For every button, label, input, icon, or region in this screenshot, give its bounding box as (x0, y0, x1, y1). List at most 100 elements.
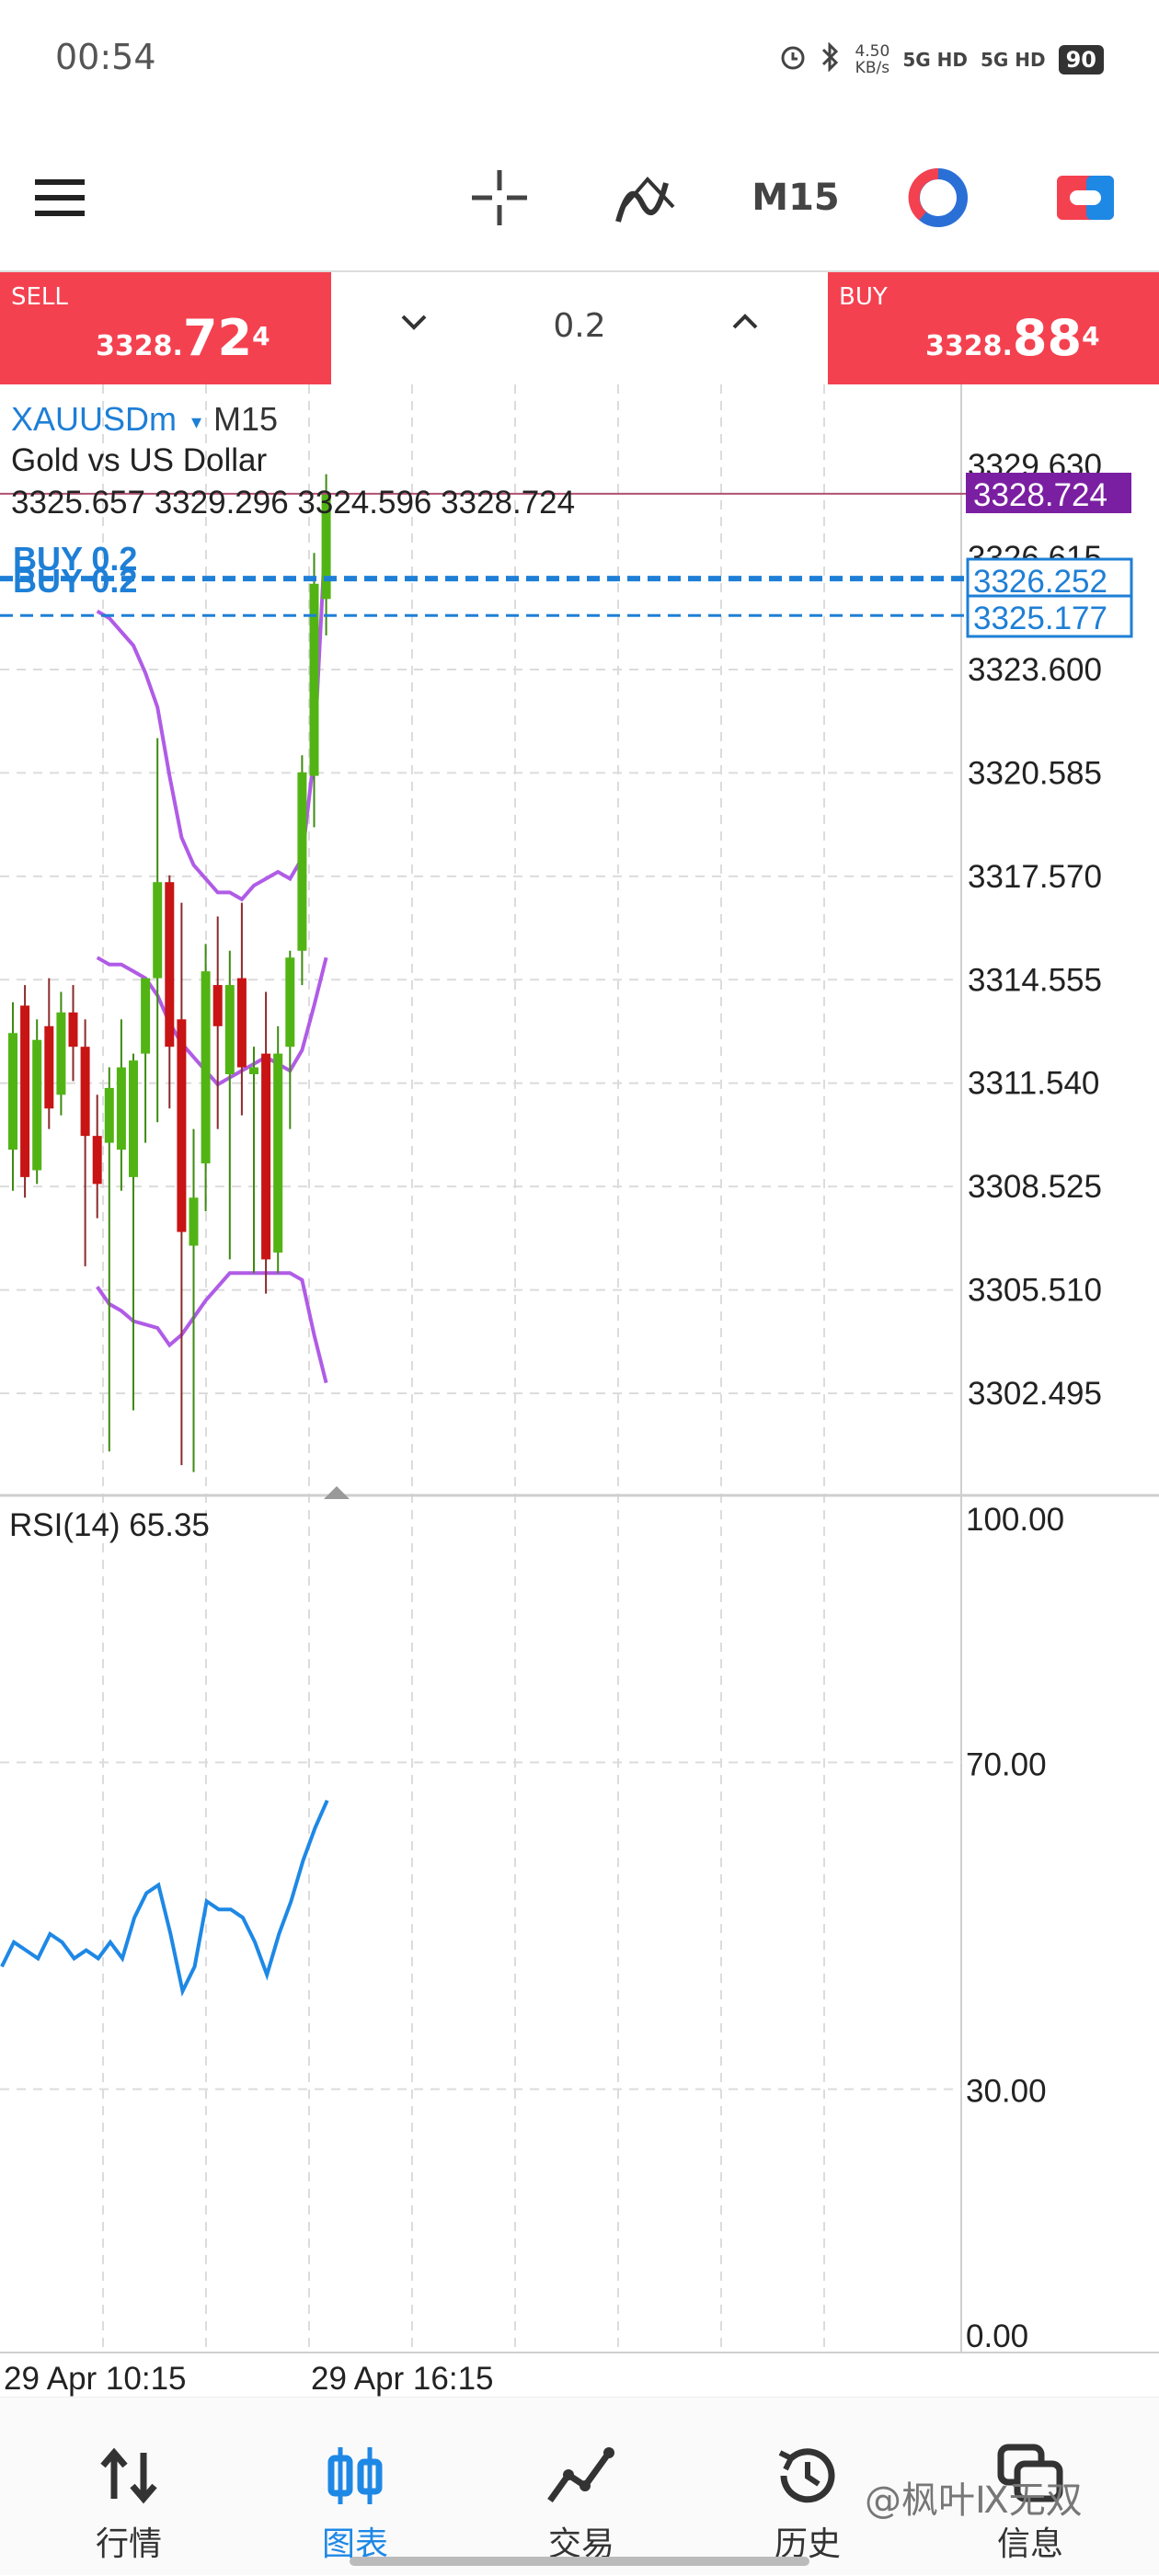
time-label: 29 Apr 16:15 (311, 2361, 494, 2397)
candle-body (285, 957, 295, 1048)
price-tick-label: 3317.570 (968, 859, 1102, 895)
pane-resize-handle[interactable] (324, 1486, 350, 1499)
volume-input[interactable]: 0.2 (553, 307, 606, 345)
chevron-down-icon (401, 315, 427, 330)
status-bar: 00:54 4.50 KB/s 5G HD 5G HD 90 (0, 0, 1159, 120)
candle-body (44, 1025, 54, 1109)
bollinger-middle-line (96, 956, 328, 1087)
rsi-level-label: 30.00 (966, 2074, 1047, 2110)
buy-price: 3328.884 (925, 309, 1100, 367)
rsi-level-label: 100.00 (966, 1502, 1064, 1538)
trade-toggle-icon[interactable] (1049, 166, 1122, 230)
chart-area[interactable]: 3323.600 3320.585 3317.570 3314.555 3311.540… (0, 384, 1159, 2408)
candle-body (273, 1053, 283, 1253)
home-indicator[interactable] (350, 2557, 809, 2566)
battery-indicator: 90 (1058, 45, 1104, 74)
candle-body (141, 978, 151, 1054)
candle-body (165, 882, 175, 1048)
clock: 00:54 (55, 37, 156, 77)
candle-body (297, 772, 307, 951)
candle-body (80, 1047, 90, 1137)
trade-icon (547, 2447, 614, 2503)
symbol-dropdown-icon[interactable]: ▾ (191, 410, 201, 433)
order-price-badge-2 (966, 594, 1133, 638)
candle-body (249, 1067, 258, 1075)
current-price-label: 3328.724 (973, 477, 1107, 513)
nav-chart[interactable]: 图表 (263, 2398, 447, 2576)
bollinger-lower-line (96, 1271, 328, 1384)
price-tick-label: 3323.600 (968, 652, 1102, 688)
nav-quotes[interactable]: 行情 (37, 2398, 221, 2576)
current-price-badge (966, 473, 1131, 513)
indicators-icon[interactable] (611, 166, 684, 230)
chart-toolbar: M15 (0, 138, 1159, 258)
time-label: 29 Apr 10:15 (4, 2361, 187, 2397)
nav-label-messages: 信息 (996, 2525, 1063, 2563)
buy-label: BUY (839, 283, 888, 311)
candle-body (104, 1087, 114, 1143)
candle-body (68, 1012, 78, 1048)
symbol-name[interactable]: XAUUSDm (11, 400, 177, 438)
order-price-label-2: 3325.177 (973, 601, 1107, 636)
candle-body (92, 1136, 102, 1185)
chart-timeframe: M15 (213, 400, 278, 438)
candle-body (56, 1012, 66, 1095)
volume-stepper: 0.2 (331, 272, 828, 384)
candle-body (212, 985, 223, 1026)
candle-body (189, 1197, 199, 1246)
candle-body (20, 1005, 30, 1177)
volume-increase-button[interactable] (717, 303, 773, 349)
nav-messages[interactable]: 信息 (938, 2398, 1122, 2576)
candles (8, 474, 331, 1472)
nav-trade[interactable]: 交易 (489, 2398, 673, 2576)
chevron-up-icon (732, 314, 758, 329)
volume-decrease-button[interactable] (386, 303, 442, 349)
price-axis: 3323.600 3320.585 3317.570 3314.555 3311.540… (968, 652, 1102, 1412)
chart-icon (327, 2447, 383, 2504)
order-price-badge-1 (966, 557, 1133, 601)
signal-1: 5G HD (902, 49, 968, 71)
candle-body (236, 978, 247, 1068)
status-icons: 4.50 KB/s 5G HD 5G HD 90 (779, 41, 1104, 77)
rsi-level-label: 70.00 (966, 1746, 1047, 1782)
rsi-label: RSI(14) 65.35 (9, 1507, 210, 1543)
signal-2: 5G HD (980, 49, 1046, 71)
order-label-2[interactable]: BUY 0.2 (13, 562, 137, 600)
chart-grid (0, 384, 1159, 2353)
price-tick-label: 3320.585 (968, 755, 1102, 791)
ohlc-values: 3325.657 3329.296 3324.596 3328.724 (11, 485, 575, 521)
timeframe-button[interactable]: M15 (752, 177, 840, 219)
candle-body (153, 882, 163, 979)
candle-body (261, 1053, 271, 1260)
bollinger-bands (96, 518, 328, 1384)
menu-icon[interactable] (28, 166, 92, 230)
price-tick-label: 3302.495 (968, 1376, 1102, 1412)
bluetooth-icon (820, 41, 842, 77)
candle-body (309, 583, 319, 776)
order-lines (0, 492, 966, 617)
sell-label: SELL (11, 283, 68, 311)
color-theme-icon[interactable] (901, 166, 975, 230)
crosshair-icon[interactable] (467, 166, 532, 230)
candle-body (224, 985, 235, 1075)
order-label-1[interactable]: BUY 0.2 (13, 540, 137, 578)
sell-price: 3328.724 (96, 309, 270, 367)
price-tick-label: 3305.510 (968, 1273, 1102, 1309)
bollinger-upper-line (96, 518, 328, 902)
watermark: @枫叶Ⅸ无双 (865, 2479, 1083, 2522)
net-speed: 4.50 KB/s (855, 42, 890, 77)
candle-body (8, 1033, 17, 1151)
sell-button[interactable]: SELL 3328.724 (0, 272, 331, 384)
rsi-line (0, 1799, 329, 1998)
history-icon (778, 2448, 835, 2503)
buy-button[interactable]: BUY 3328.884 (828, 272, 1159, 384)
alarm-icon (779, 43, 807, 76)
order-price-label-1: 3326.252 (973, 564, 1107, 600)
price-tick-label: 3308.525 (968, 1169, 1102, 1205)
price-tick-label: 3314.555 (968, 962, 1102, 998)
price-chart[interactable]: 3323.600 3320.585 3317.570 3314.555 3311.540… (0, 384, 1159, 2408)
quotes-icon (100, 2447, 157, 2504)
candle-body (201, 971, 211, 1163)
nav-label-quotes: 行情 (95, 2525, 162, 2563)
candle-body (116, 1067, 126, 1151)
